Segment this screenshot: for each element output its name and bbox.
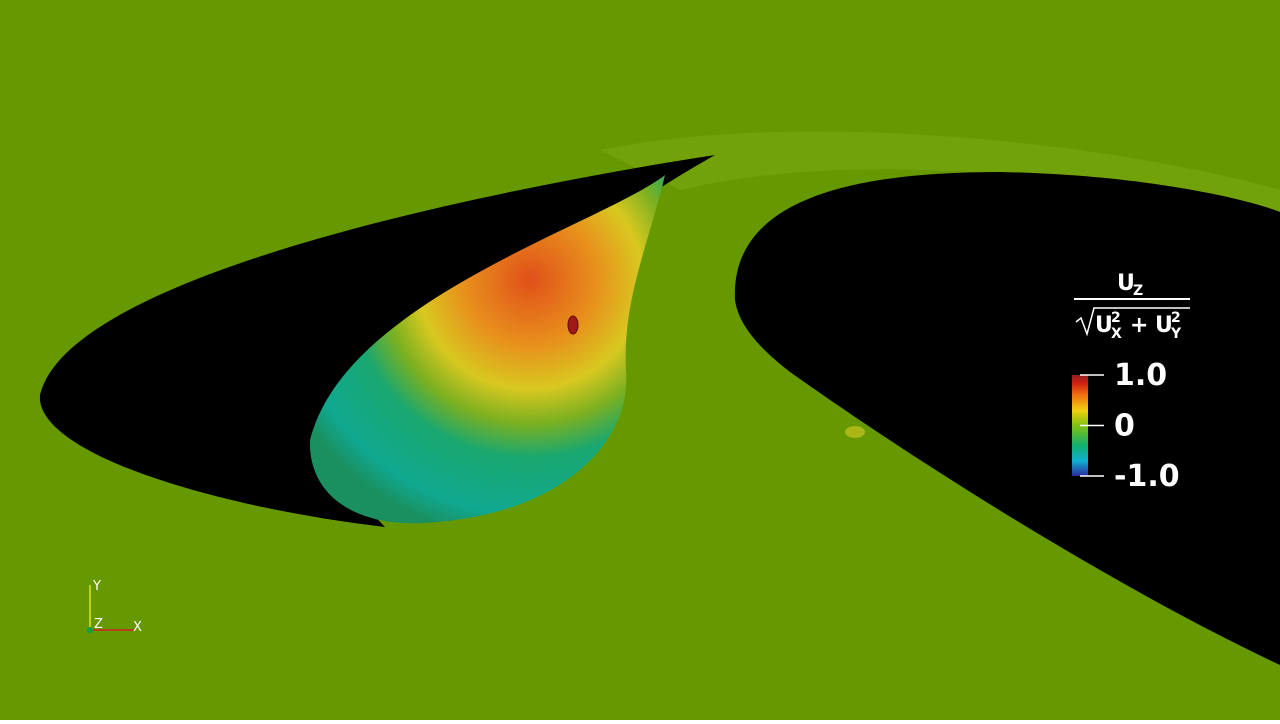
title-sup: 2 bbox=[1111, 310, 1121, 326]
sqrt-sign bbox=[1075, 307, 1190, 337]
colorbar: U Z U X 2 + U Y 2 1.0 0 -1.0 bbox=[1072, 271, 1190, 494]
axis-label: Y bbox=[92, 579, 101, 594]
z-axis bbox=[87, 627, 93, 633]
title-sub: Y bbox=[1170, 326, 1182, 342]
minor-spot bbox=[845, 426, 865, 438]
title-op: + bbox=[1130, 313, 1148, 338]
axes-triad: Y Z X bbox=[87, 579, 142, 635]
title-sub: Z bbox=[1133, 283, 1143, 299]
tick-label: 1.0 bbox=[1114, 358, 1167, 393]
flow-band bbox=[600, 131, 1280, 230]
axis-label: Z bbox=[94, 617, 103, 632]
title-base: U bbox=[1155, 313, 1173, 338]
tick-label: -1.0 bbox=[1114, 459, 1180, 494]
title-sup: 2 bbox=[1171, 310, 1181, 326]
title-base: U bbox=[1117, 271, 1135, 296]
right-solid bbox=[734, 172, 1280, 665]
axis-label: X bbox=[133, 620, 142, 635]
title-sub: X bbox=[1111, 326, 1122, 342]
vortex-region bbox=[309, 175, 665, 524]
peak-spot bbox=[567, 315, 579, 335]
title-base: U bbox=[1095, 313, 1113, 338]
tick-label: 0 bbox=[1114, 409, 1135, 444]
